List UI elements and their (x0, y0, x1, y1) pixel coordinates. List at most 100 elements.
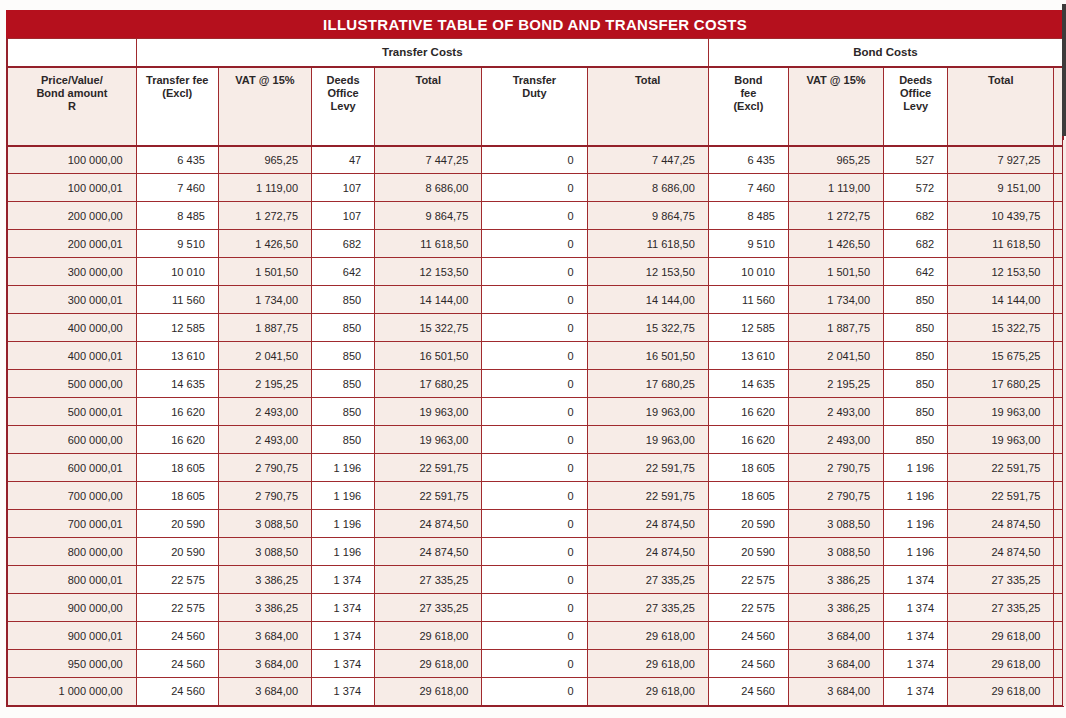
table-cell: 1 426,50 (218, 230, 311, 258)
table-cell: 15 675,25 (948, 342, 1054, 370)
table-row: 300 000,0111 5601 734,0085014 144,00014 … (7, 286, 1063, 314)
table-cell: 572 (884, 174, 948, 202)
table-cell: 24 560 (136, 622, 218, 650)
spacer-cell (1054, 202, 1063, 230)
table-body: 100 000,006 435965,25477 447,2507 447,25… (7, 146, 1063, 706)
table-cell: 682 (884, 202, 948, 230)
table-cell: 27 335,25 (587, 594, 708, 622)
spacer-cell (1054, 342, 1063, 370)
table-cell: 2 790,75 (218, 454, 311, 482)
table-cell: 17 680,25 (948, 370, 1054, 398)
table-cell: 29 618,00 (587, 678, 708, 706)
table-cell: 0 (482, 538, 587, 566)
table-cell: 18 605 (708, 482, 788, 510)
table-cell: 1 196 (884, 482, 948, 510)
table-cell: 1 734,00 (788, 286, 883, 314)
table-cell: 29 618,00 (375, 622, 482, 650)
table-cell: 3 684,00 (788, 622, 883, 650)
table-row: 500 000,0116 6202 493,0085019 963,00019 … (7, 398, 1063, 426)
table-cell: 27 335,25 (948, 566, 1054, 594)
table-cell: 17 680,25 (375, 370, 482, 398)
table-cell: 22 591,75 (375, 482, 482, 510)
table-cell: 19 963,00 (587, 398, 708, 426)
table-cell: 642 (884, 258, 948, 286)
spacer-cell (1054, 650, 1063, 678)
table-cell: 500 000,01 (7, 398, 136, 426)
table-cell: 850 (884, 426, 948, 454)
table-cell: 20 590 (708, 538, 788, 566)
table-cell: 1 887,75 (788, 314, 883, 342)
table-cell: 19 963,00 (375, 398, 482, 426)
table-row: 900 000,0022 5753 386,251 37427 335,2502… (7, 594, 1063, 622)
table-cell: 527 (884, 146, 948, 174)
table-cell: 107 (312, 174, 375, 202)
table-cell: 27 335,25 (375, 594, 482, 622)
table-cell: 1 119,00 (218, 174, 311, 202)
table-cell: 11 560 (708, 286, 788, 314)
table-cell: 16 501,50 (587, 342, 708, 370)
table-cell: 29 618,00 (587, 622, 708, 650)
table-cell: 27 335,25 (375, 566, 482, 594)
table-cell: 0 (482, 622, 587, 650)
table-cell: 10 439,75 (948, 202, 1054, 230)
table-cell: 47 (312, 146, 375, 174)
table-row: 600 000,0016 6202 493,0085019 963,00019 … (7, 426, 1063, 454)
table-cell: 2 493,00 (788, 426, 883, 454)
spacer-cell (1054, 594, 1063, 622)
table-cell: 600 000,00 (7, 426, 136, 454)
table-row: 200 000,008 4851 272,751079 864,7509 864… (7, 202, 1063, 230)
table-row: 300 000,0010 0101 501,5064212 153,50012 … (7, 258, 1063, 286)
table-cell: 850 (312, 370, 375, 398)
table-cell: 12 153,50 (587, 258, 708, 286)
table-cell: 15 322,75 (375, 314, 482, 342)
table-cell: 24 874,50 (375, 538, 482, 566)
table-cell: 24 874,50 (948, 510, 1054, 538)
spacer-cell (1054, 538, 1063, 566)
column-header-transfer-duty: Transfer Duty (482, 67, 587, 146)
table-cell: 100 000,01 (7, 174, 136, 202)
table-cell: 2 790,75 (788, 454, 883, 482)
table-row: 950 000,0024 5603 684,001 37429 618,0002… (7, 650, 1063, 678)
table-cell: 0 (482, 650, 587, 678)
table-cell: 1 501,50 (218, 258, 311, 286)
table-row: 100 000,006 435965,25477 447,2507 447,25… (7, 146, 1063, 174)
table-row: 500 000,0014 6352 195,2585017 680,25017 … (7, 370, 1063, 398)
spacer-cell (1054, 398, 1063, 426)
spacer-cell (1054, 370, 1063, 398)
table-cell: 0 (482, 510, 587, 538)
table-row: 400 000,0012 5851 887,7585015 322,75015 … (7, 314, 1063, 342)
table-cell: 22 575 (708, 566, 788, 594)
table-cell: 14 635 (136, 370, 218, 398)
spacer-cell (1054, 230, 1063, 258)
spacer-cell (1054, 286, 1063, 314)
table-cell: 22 591,75 (948, 454, 1054, 482)
table-cell: 1 374 (884, 622, 948, 650)
table-cell: 3 386,25 (218, 566, 311, 594)
table-cell: 300 000,00 (7, 258, 136, 286)
table-cell: 3 684,00 (218, 622, 311, 650)
table-cell: 14 635 (708, 370, 788, 398)
table-cell: 682 (312, 230, 375, 258)
table-cell: 2 041,50 (218, 342, 311, 370)
table-cell: 9 510 (708, 230, 788, 258)
table-cell: 16 501,50 (375, 342, 482, 370)
table-cell: 29 618,00 (948, 622, 1054, 650)
table-cell: 7 447,25 (587, 146, 708, 174)
table-cell: 8 686,00 (587, 174, 708, 202)
table-cell: 22 575 (136, 566, 218, 594)
table-cell: 3 684,00 (218, 650, 311, 678)
table-cell: 20 590 (136, 538, 218, 566)
table-cell: 29 618,00 (587, 650, 708, 678)
table-cell: 3 088,50 (218, 538, 311, 566)
table-cell: 1 501,50 (788, 258, 883, 286)
table-cell: 29 618,00 (375, 650, 482, 678)
table-cell: 19 963,00 (375, 426, 482, 454)
table-cell: 1 272,75 (788, 202, 883, 230)
table-cell: 24 560 (136, 650, 218, 678)
table-cell: 19 963,00 (948, 398, 1054, 426)
table-cell: 11 618,50 (587, 230, 708, 258)
table-cell: 1 196 (312, 454, 375, 482)
table-cell: 1 374 (884, 678, 948, 706)
table-cell: 850 (312, 398, 375, 426)
table-cell: 0 (482, 286, 587, 314)
